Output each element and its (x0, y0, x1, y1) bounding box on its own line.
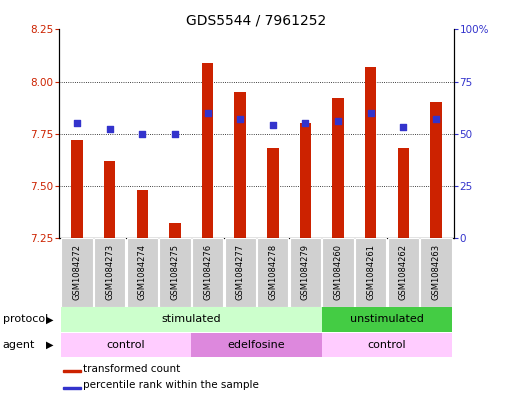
Text: agent: agent (3, 340, 35, 350)
Point (106, 126, 114, 132)
Bar (169, 223, 181, 238)
Text: edelfosine: edelfosine (228, 340, 285, 350)
Bar (225, 238, 256, 307)
Text: GSM1084273: GSM1084273 (105, 244, 114, 300)
Text: protocol: protocol (3, 314, 48, 324)
Bar (191, 332, 322, 357)
Text: GSM1084272: GSM1084272 (72, 244, 82, 300)
Point (367, 110, 375, 116)
Bar (365, 67, 377, 238)
Point (269, 122, 277, 129)
Bar (267, 148, 279, 238)
Bar (127, 238, 158, 307)
Bar (322, 332, 452, 357)
Point (432, 116, 440, 122)
Point (236, 116, 244, 122)
Text: control: control (107, 340, 145, 350)
Text: GSM1084274: GSM1084274 (138, 244, 147, 300)
Bar (136, 190, 148, 238)
Text: GSM1084276: GSM1084276 (203, 244, 212, 300)
Bar (61, 238, 93, 307)
Bar (94, 238, 125, 307)
Text: control: control (368, 340, 406, 350)
Bar (430, 102, 442, 238)
Bar (300, 123, 311, 238)
Text: unstimulated: unstimulated (350, 314, 424, 324)
Bar (63, 387, 81, 389)
Bar (159, 238, 190, 307)
Point (171, 130, 179, 137)
Bar (257, 238, 288, 307)
Bar (322, 307, 452, 332)
Text: ▶: ▶ (46, 340, 54, 350)
Bar (355, 238, 386, 307)
Text: GSM1084278: GSM1084278 (268, 244, 278, 300)
Bar (61, 332, 191, 357)
Bar (234, 92, 246, 238)
Bar (323, 238, 354, 307)
Text: stimulated: stimulated (162, 314, 221, 324)
Text: ▶: ▶ (46, 314, 54, 324)
Text: transformed count: transformed count (83, 364, 180, 374)
Point (334, 118, 342, 124)
Text: GDS5544 / 7961252: GDS5544 / 7961252 (186, 14, 327, 28)
Point (73, 120, 81, 127)
Bar (332, 98, 344, 238)
Bar (388, 238, 419, 307)
Point (399, 124, 407, 130)
Bar (71, 140, 83, 238)
Bar (192, 238, 223, 307)
Point (138, 130, 146, 137)
Text: GSM1084263: GSM1084263 (431, 244, 441, 300)
Bar (61, 307, 322, 332)
Text: GSM1084262: GSM1084262 (399, 244, 408, 300)
Point (301, 120, 309, 127)
Text: GSM1084260: GSM1084260 (333, 244, 343, 300)
Text: GSM1084275: GSM1084275 (170, 244, 180, 300)
Text: GSM1084261: GSM1084261 (366, 244, 375, 300)
Bar (104, 161, 115, 238)
Text: GSM1084277: GSM1084277 (235, 244, 245, 300)
Text: GSM1084279: GSM1084279 (301, 244, 310, 300)
Point (204, 110, 212, 116)
Bar (398, 148, 409, 238)
Bar (290, 238, 321, 307)
Bar (420, 238, 452, 307)
Text: percentile rank within the sample: percentile rank within the sample (83, 380, 259, 390)
Bar (63, 370, 81, 373)
Bar (202, 63, 213, 238)
